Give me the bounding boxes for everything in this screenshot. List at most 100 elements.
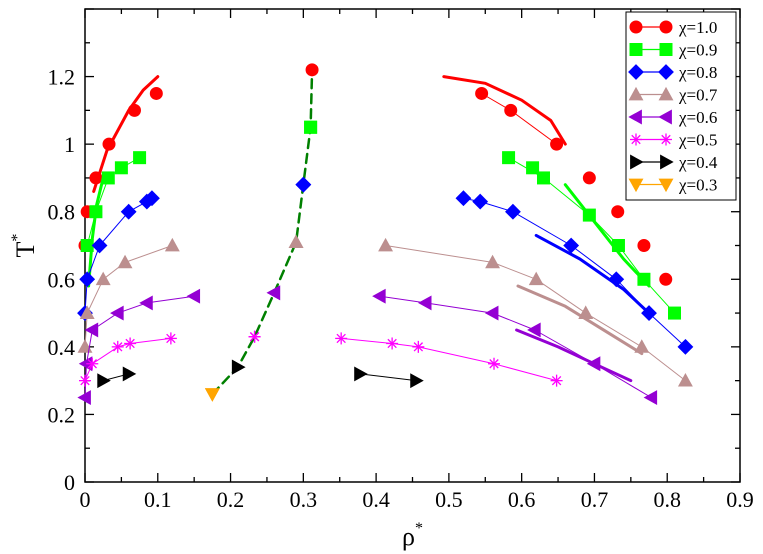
legend-label: χ=0.7: [678, 86, 718, 105]
data-point: [537, 171, 550, 185]
critical-curve-line: [211, 68, 314, 396]
x-axis-label: ρ*: [402, 520, 423, 551]
critical-point-marker: [288, 234, 304, 249]
legend-marker: [658, 109, 672, 125]
data-point: [354, 366, 368, 382]
legend-marker: [630, 133, 642, 146]
series-line: [359, 373, 417, 382]
critical-point-marker: [295, 176, 312, 193]
data-point: [335, 332, 348, 345]
data-point: [111, 340, 124, 353]
legend-marker: [660, 154, 674, 170]
y-tick-label: 0.2: [48, 402, 76, 427]
data-point: [133, 151, 147, 165]
data-point: [186, 288, 201, 304]
y-tick-label: 0.8: [48, 200, 76, 225]
critical-point-marker: [266, 285, 281, 301]
data-point: [124, 337, 137, 350]
data-point: [79, 374, 91, 387]
series-χ=0.7: [77, 234, 693, 387]
data-point: [372, 288, 386, 304]
data-point: [417, 295, 432, 311]
legend-label: χ=1.0: [678, 18, 717, 37]
data-point: [79, 305, 95, 319]
data-point: [485, 254, 501, 269]
x-tick-label: 0.3: [290, 487, 318, 512]
axes: 0 0.1 0.2 0.3 0.4 0.5 0.6 0.7 0.8 0.9 0 0.2 0.4 0.6 0.…: [48, 8, 754, 512]
y-tick-label: 1.2: [48, 65, 76, 90]
legend-entry: χ=0.8: [628, 63, 717, 82]
legend-label: χ=0.3: [678, 176, 717, 195]
x-tick-label: 0.2: [217, 487, 245, 512]
critical-point-marker: [248, 330, 261, 343]
data-point: [563, 237, 580, 254]
data-point: [101, 171, 115, 185]
data-point: [378, 237, 394, 252]
legend: χ=1.0 χ=0.9 χ=0.8 χ=0.7 χ=0.6 χ=0.5 χ=0.4 χ=0.3: [625, 11, 737, 201]
legend-marker: [630, 154, 644, 170]
series-line: [563, 183, 651, 288]
data-point: [127, 103, 141, 117]
series-line: [442, 75, 567, 146]
legend-marker: [659, 43, 673, 56]
critical-top-marker: [305, 63, 319, 77]
data-point: [484, 305, 499, 321]
x-tick-label: 0.6: [508, 487, 536, 512]
data-point: [611, 239, 625, 252]
data-point: [84, 322, 99, 338]
legend-entry: χ=0.4: [630, 153, 718, 172]
data-point: [677, 338, 694, 355]
x-tick-label: 0.4: [362, 487, 390, 512]
series-line: [515, 328, 633, 383]
x-tick-label: 0.9: [726, 487, 754, 512]
data-point: [550, 374, 563, 387]
data-point: [528, 271, 544, 286]
legend-entry: χ=0.5: [630, 131, 717, 150]
y-tick-label: 0.6: [48, 267, 76, 292]
series-line: [87, 176, 105, 288]
series-line: [462, 197, 686, 348]
data-point: [582, 208, 596, 222]
data-point: [582, 171, 596, 185]
data-point: [149, 86, 163, 100]
y-tick-label: 0.4: [48, 335, 76, 360]
legend-marker: [658, 86, 674, 101]
x-tick-label: 0.8: [653, 487, 681, 512]
data-point: [164, 332, 177, 345]
data-point: [91, 237, 108, 254]
legend-box: [625, 11, 737, 201]
series-line: [340, 337, 558, 382]
series-χ=0.9: [80, 120, 681, 320]
y-axis-label: T*: [9, 234, 40, 258]
data-point: [120, 203, 137, 220]
x-tick-label: 0.1: [144, 487, 172, 512]
legend-marker: [628, 86, 644, 101]
legend-label: χ=0.8: [678, 63, 717, 82]
critical-point-marker: [231, 359, 246, 375]
x-tick-label: 0.7: [581, 487, 609, 512]
data-point: [89, 171, 103, 185]
data-point: [526, 161, 540, 175]
legend-entry: χ=0.3: [628, 176, 717, 195]
legend-marker: [628, 109, 642, 125]
legend-marker: [659, 20, 673, 34]
legend-marker: [629, 43, 643, 56]
data-point: [677, 373, 693, 387]
data-point: [110, 305, 124, 321]
data-point: [80, 239, 94, 252]
data-point: [505, 203, 521, 220]
legend-entry: χ=0.9: [629, 41, 717, 60]
data-point: [608, 271, 625, 288]
legend-entry: χ=1.0: [629, 18, 717, 37]
legend-entry: χ=0.6: [628, 108, 717, 127]
data-point: [659, 272, 673, 286]
legend-marker: [628, 178, 644, 193]
series-χ=0.4: [97, 359, 424, 389]
data-point: [527, 322, 541, 338]
data-point: [77, 339, 93, 353]
series-line: [534, 233, 651, 315]
data-point: [637, 239, 651, 252]
series-line: [516, 284, 644, 356]
series-line: [385, 245, 686, 382]
